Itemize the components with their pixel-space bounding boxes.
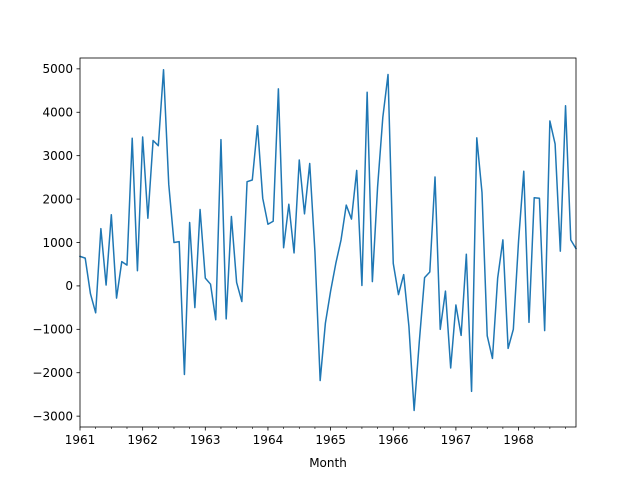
y-tick-label: −3000	[32, 409, 73, 423]
y-tick-label: −1000	[32, 323, 73, 337]
series-line-0	[79, 68, 578, 412]
y-tick-label: 0	[65, 279, 73, 293]
x-tick-label: 1961	[65, 433, 96, 447]
y-tick-label: 3000	[42, 149, 73, 163]
y-tick-label: 1000	[42, 236, 73, 250]
y-tick-label: 5000	[42, 62, 73, 76]
x-axis: 1961 1962 1963 1964 1965 1966 1967 1968	[65, 427, 566, 447]
y-tick-label: 2000	[42, 192, 73, 206]
y-tick-label: 4000	[42, 106, 73, 120]
x-tick-label: 1965	[315, 433, 346, 447]
x-tick-label: 1963	[190, 433, 221, 447]
x-tick-label: 1968	[503, 433, 534, 447]
x-tick-label: 1967	[441, 433, 472, 447]
x-tick-label: 1964	[253, 433, 284, 447]
x-tick-label: 1962	[127, 433, 158, 447]
x-tick-label: 1966	[378, 433, 409, 447]
y-tick-label: −2000	[32, 366, 73, 380]
x-axis-label: Month	[309, 456, 347, 470]
y-axis: −3000 −2000 −1000 0 1000 2000 3000 4000 5000	[32, 62, 80, 423]
